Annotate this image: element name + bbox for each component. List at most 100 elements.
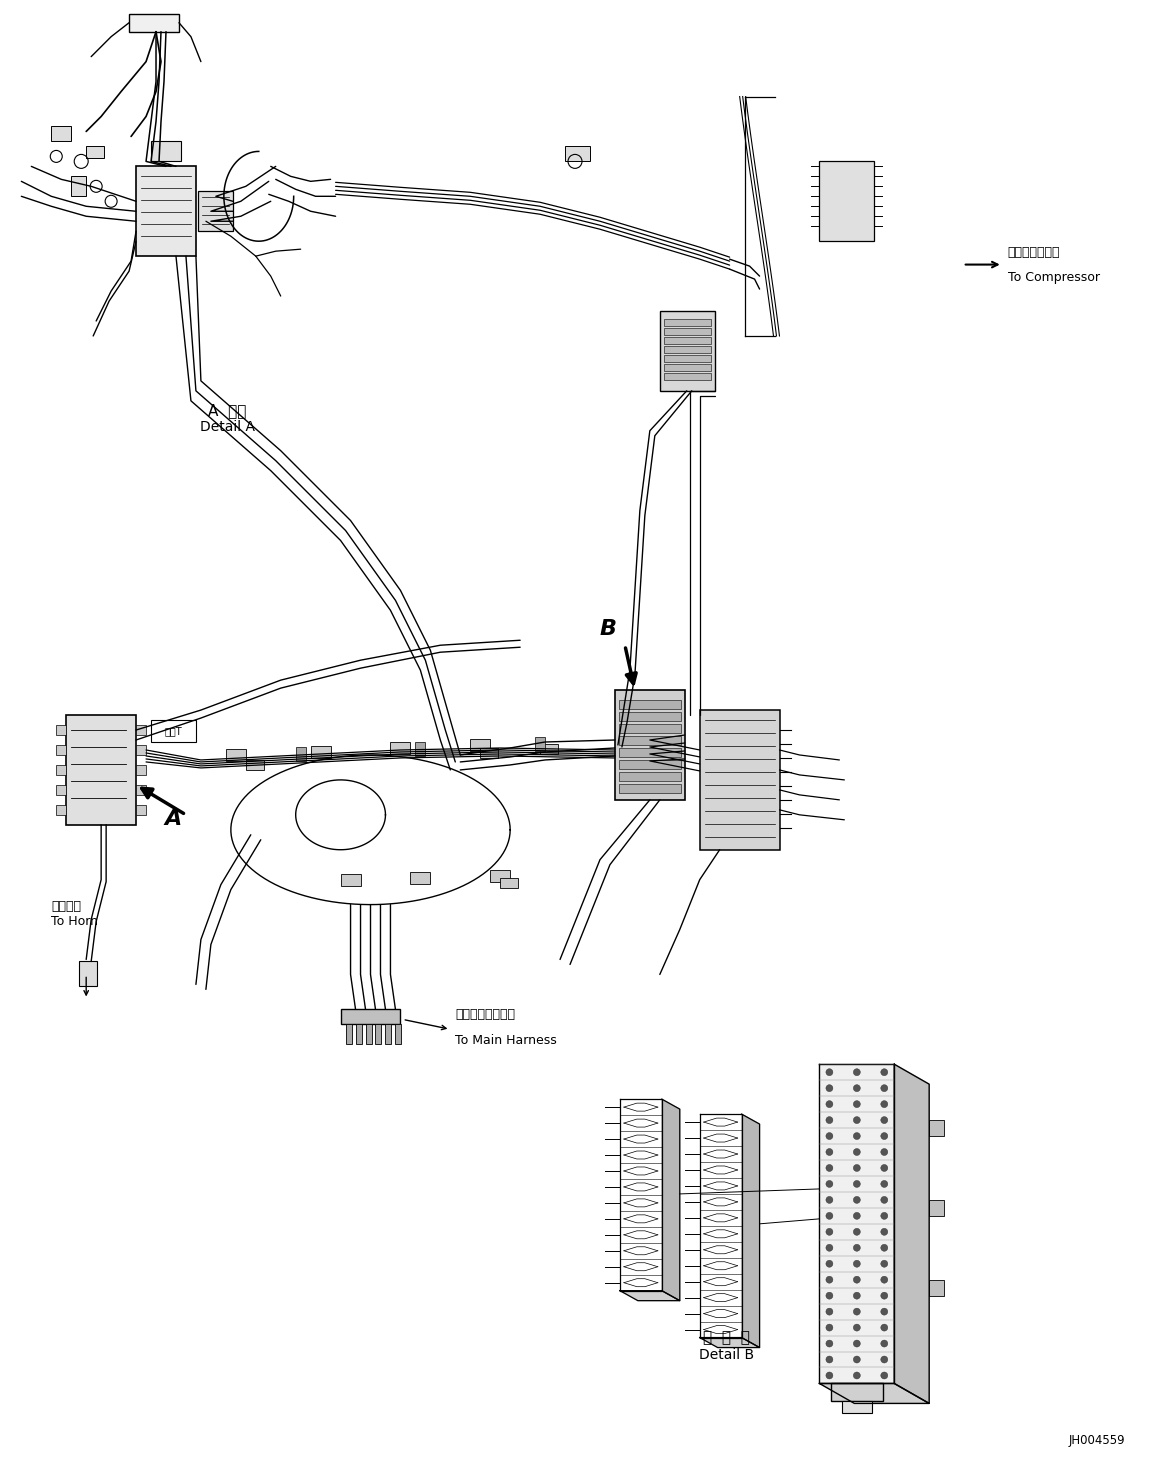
Circle shape xyxy=(880,1148,887,1156)
Bar xyxy=(129,13,179,31)
Bar xyxy=(929,1120,944,1137)
Text: To Compressor: To Compressor xyxy=(1007,271,1100,284)
Text: To Main Harness: To Main Harness xyxy=(455,1035,557,1048)
Circle shape xyxy=(880,1228,887,1236)
Circle shape xyxy=(880,1116,887,1123)
Circle shape xyxy=(826,1132,833,1140)
Circle shape xyxy=(826,1212,833,1220)
Text: コ工T: コ工T xyxy=(164,727,181,736)
Bar xyxy=(664,320,711,326)
Bar xyxy=(619,724,680,733)
Text: Detail B: Detail B xyxy=(699,1348,754,1362)
Circle shape xyxy=(880,1261,887,1267)
Circle shape xyxy=(854,1196,861,1203)
Circle shape xyxy=(826,1196,833,1203)
Circle shape xyxy=(826,1148,833,1156)
Bar xyxy=(51,126,71,142)
Circle shape xyxy=(854,1372,861,1379)
Bar xyxy=(311,746,330,758)
Circle shape xyxy=(880,1339,887,1347)
Circle shape xyxy=(826,1228,833,1236)
Bar xyxy=(136,725,147,736)
Bar xyxy=(226,749,245,761)
Circle shape xyxy=(880,1085,887,1092)
Circle shape xyxy=(826,1116,833,1123)
Bar xyxy=(619,784,680,793)
Circle shape xyxy=(880,1132,887,1140)
Circle shape xyxy=(880,1101,887,1107)
Bar xyxy=(842,1402,872,1413)
Circle shape xyxy=(880,1372,887,1379)
Text: 日  詳  細: 日 詳 細 xyxy=(704,1331,750,1345)
Circle shape xyxy=(854,1181,861,1187)
Circle shape xyxy=(826,1085,833,1092)
Polygon shape xyxy=(820,1064,894,1384)
Bar xyxy=(535,737,545,750)
Bar xyxy=(659,311,715,391)
Bar xyxy=(56,805,66,815)
Polygon shape xyxy=(700,1338,759,1348)
Text: JH004559: JH004559 xyxy=(1069,1434,1126,1447)
Circle shape xyxy=(854,1132,861,1140)
Circle shape xyxy=(854,1069,861,1076)
Bar xyxy=(151,142,181,161)
Bar xyxy=(619,712,680,721)
Bar xyxy=(664,329,711,334)
Circle shape xyxy=(880,1196,887,1203)
Circle shape xyxy=(826,1276,833,1283)
Bar xyxy=(136,784,147,795)
Bar xyxy=(664,373,711,380)
Bar xyxy=(619,700,680,709)
Circle shape xyxy=(854,1276,861,1283)
Bar xyxy=(664,355,711,363)
Circle shape xyxy=(854,1325,861,1331)
Polygon shape xyxy=(742,1114,759,1348)
Bar xyxy=(480,747,498,758)
Bar xyxy=(411,872,430,884)
Bar xyxy=(56,744,66,755)
Bar xyxy=(385,1024,392,1045)
Bar xyxy=(830,1384,883,1402)
Bar xyxy=(415,741,426,756)
Circle shape xyxy=(826,1165,833,1172)
Bar xyxy=(56,784,66,795)
Bar xyxy=(664,346,711,352)
Bar xyxy=(86,147,105,158)
Bar xyxy=(151,721,195,741)
Circle shape xyxy=(826,1069,833,1076)
Bar xyxy=(56,725,66,736)
Circle shape xyxy=(826,1325,833,1331)
Bar xyxy=(395,1024,401,1045)
Circle shape xyxy=(880,1325,887,1331)
Circle shape xyxy=(854,1085,861,1092)
Circle shape xyxy=(880,1245,887,1251)
Polygon shape xyxy=(620,1291,679,1301)
Text: コンプレッサへ: コンプレッサへ xyxy=(1007,246,1061,259)
Circle shape xyxy=(854,1308,861,1316)
Circle shape xyxy=(854,1261,861,1267)
Circle shape xyxy=(826,1292,833,1299)
Circle shape xyxy=(880,1292,887,1299)
Bar xyxy=(619,759,680,770)
Bar xyxy=(365,1024,371,1045)
Circle shape xyxy=(854,1212,861,1220)
Bar xyxy=(136,744,147,755)
Bar xyxy=(619,747,680,756)
Circle shape xyxy=(826,1261,833,1267)
Text: ホーンへ: ホーンへ xyxy=(51,900,81,913)
Circle shape xyxy=(880,1212,887,1220)
Bar xyxy=(500,878,519,888)
Circle shape xyxy=(826,1101,833,1107)
Text: メインハーネスへ: メインハーネスへ xyxy=(455,1008,515,1021)
Bar xyxy=(198,191,233,231)
Bar xyxy=(341,1009,400,1024)
Bar xyxy=(820,161,875,241)
Bar xyxy=(565,147,590,161)
Bar xyxy=(619,773,680,781)
Circle shape xyxy=(826,1308,833,1316)
Bar xyxy=(929,1280,944,1295)
Bar xyxy=(71,176,86,197)
Text: Detail A: Detail A xyxy=(200,420,255,434)
Circle shape xyxy=(826,1372,833,1379)
Circle shape xyxy=(880,1308,887,1316)
